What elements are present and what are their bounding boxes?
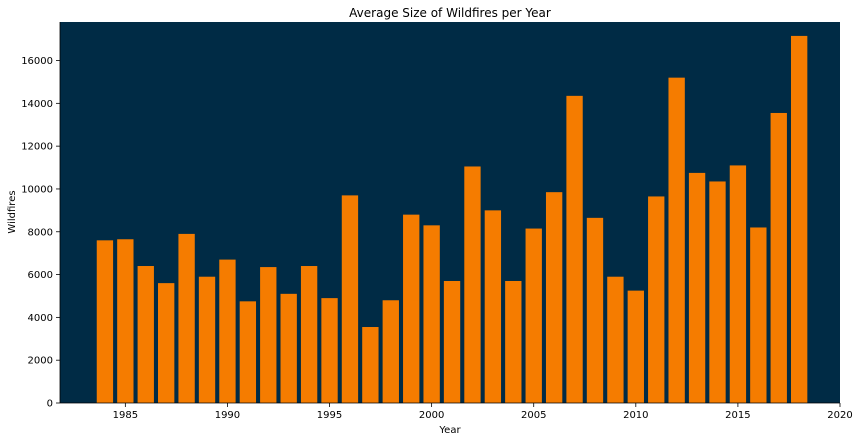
y-tick-label-2000: 2000 [28,356,53,367]
bar-2011 [648,196,665,403]
x-tick-label-1985: 1985 [113,410,138,421]
y-axis: 0 2000 4000 6000 8000 10000 12000 14000 16000 [21,22,61,410]
bar-2018 [790,35,808,403]
y-tick-label-0: 0 [47,399,53,410]
y-axis-label: Wildfires [7,190,18,233]
bar-1989 [198,276,216,403]
bar-1986 [137,266,154,403]
x-tick-label-2000: 2000 [419,410,444,421]
bar-2006 [545,192,563,403]
y-tick-label-14000: 14000 [21,99,53,110]
bar-2007 [566,95,583,403]
y-tick-label-4000: 4000 [28,313,53,324]
x-tick-label-2015: 2015 [725,410,750,421]
bar-2012 [668,77,685,404]
bar-2002 [464,166,481,403]
bar-1996 [341,195,359,403]
bar-2000 [423,225,440,403]
bar-2010 [627,290,644,403]
bar-2004 [505,280,522,403]
bar-1993 [280,293,297,403]
bar-1990 [219,259,236,403]
y-tick-label-10000: 10000 [21,184,53,195]
bar-2009 [607,276,624,403]
bar-1987 [158,283,175,403]
bar-1998 [382,300,399,403]
bar-1988 [178,233,195,403]
x-tick-label-2010: 2010 [623,410,648,421]
bar-2014 [709,181,726,403]
bar-1985 [117,239,134,403]
x-tick-label-2005: 2005 [521,410,546,421]
bar-2008 [586,217,604,403]
x-axis: 1985 1990 1995 2000 2005 2010 2015 2020 [60,402,853,421]
x-axis-label: Year [438,425,461,436]
y-tick-label-16000: 16000 [21,56,53,67]
bar-2013 [688,172,706,403]
bar-2016 [750,227,767,403]
bars-group [96,35,808,404]
bar-1997 [362,327,379,403]
bar-1995 [321,298,338,403]
bar-1994 [300,266,318,403]
bar-2003 [484,210,502,403]
bar-2001 [443,280,461,403]
bar-1991 [239,301,257,403]
y-tick-label-6000: 6000 [28,270,53,281]
bar-1999 [403,214,420,403]
x-tick-label-1990: 1990 [215,410,240,421]
bar-1992 [260,267,277,403]
x-tick-label-2020: 2020 [827,410,852,421]
bar-2005 [525,228,542,403]
bar-2015 [729,165,747,403]
bar-2017 [770,112,787,403]
y-tick-label-8000: 8000 [28,227,53,238]
chart-title: Average Size of Wildfires per Year [349,6,551,20]
y-tick-label-12000: 12000 [21,142,53,153]
x-tick-label-1995: 1995 [317,410,342,421]
bar-1984 [96,240,114,403]
